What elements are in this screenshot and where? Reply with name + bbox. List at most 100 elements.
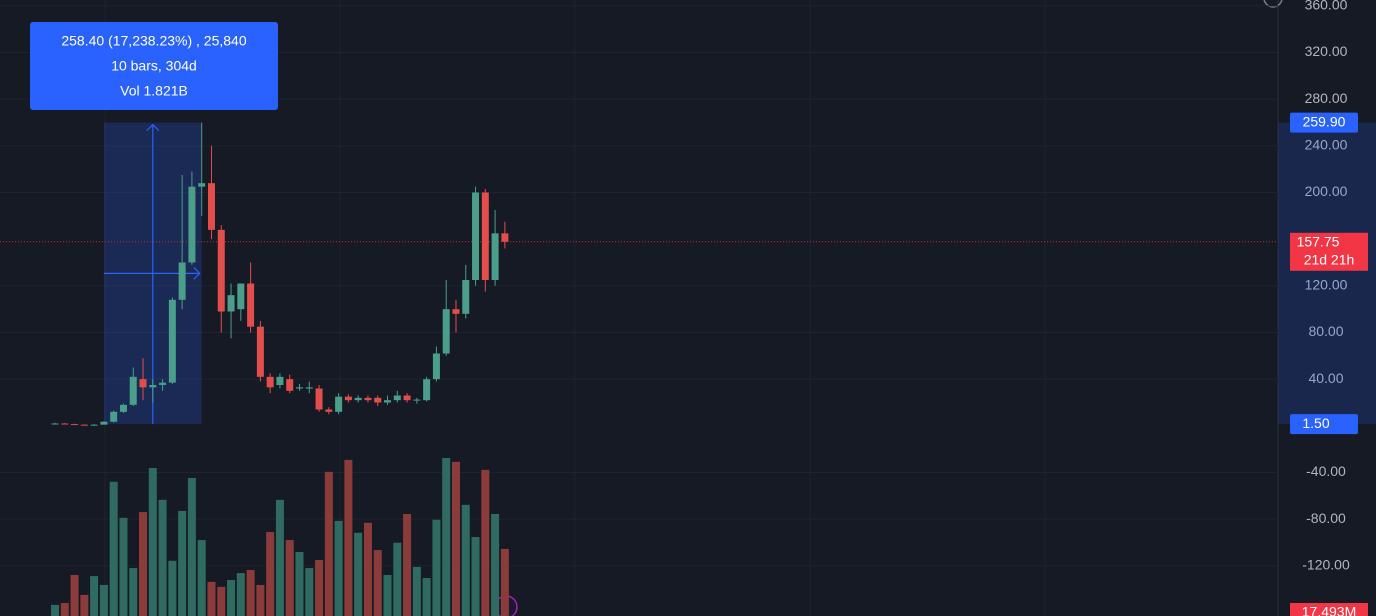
volume-bar (246, 569, 255, 616)
last-price-box (1290, 232, 1368, 271)
candle-body (100, 421, 108, 425)
candle-body (188, 186, 196, 263)
volume-bar (178, 510, 187, 616)
countdown-label: 21d 21h (1304, 251, 1355, 267)
measure-tooltip-text: 10 bars, 304d (111, 58, 197, 74)
candle-body (227, 295, 235, 312)
candle-body (374, 397, 382, 403)
candle-body (364, 397, 372, 401)
y-tick-label: 40.00 (1308, 370, 1343, 386)
candle-body (119, 404, 127, 412)
candle-body (423, 379, 431, 401)
candle-body (472, 192, 480, 280)
volume-bar (227, 579, 236, 616)
volume-bar (119, 517, 128, 616)
measure-to-label: 259.90 (1303, 113, 1346, 129)
volume-bar (412, 566, 421, 616)
volume-bar (109, 481, 118, 616)
volume-bar (363, 522, 372, 616)
candle-body (61, 423, 69, 425)
last-volume-box (1290, 603, 1368, 616)
candle-body (139, 379, 147, 388)
y-tick-label: 320.00 (1305, 43, 1348, 59)
candle-body (335, 396, 343, 412)
volume-bar (275, 499, 284, 616)
candle-body (71, 424, 79, 426)
y-tick-label: -120.00 (1302, 557, 1350, 573)
candle-body (247, 283, 255, 327)
volume-bar (373, 550, 382, 616)
candle-body (501, 233, 509, 242)
candle-body (198, 183, 206, 187)
measure-to-label-box (1290, 112, 1358, 133)
candle-body (305, 387, 313, 389)
volume-bar (217, 586, 226, 616)
candle-body (237, 283, 245, 310)
volume-bar (383, 574, 392, 616)
volume-bar (491, 513, 500, 616)
volume-bar (315, 560, 324, 616)
volume-bar (344, 459, 353, 616)
measure-tooltip-text: 258.40 (17,238.23%) , 25,840 (61, 33, 246, 49)
volume-bar (207, 581, 216, 616)
y-tick-label: 80.00 (1308, 323, 1343, 339)
volume-bar (51, 604, 59, 616)
candle-body (325, 409, 333, 412)
volume-bar (80, 594, 89, 616)
candle-body (110, 411, 118, 422)
volume-bar (334, 520, 343, 616)
candle-body (266, 376, 274, 388)
measure-from-label-box (1290, 414, 1358, 435)
volume-bar (451, 461, 460, 616)
volume-bar (139, 512, 148, 616)
candle-body (51, 423, 59, 425)
volume-bar (60, 602, 69, 616)
volume-bar (99, 584, 108, 616)
y-tick-label: 360.00 (1305, 0, 1348, 13)
volume-bar (187, 477, 196, 616)
candle-body (178, 262, 186, 300)
candle-body (276, 376, 284, 385)
volume-bar (129, 568, 138, 616)
candle-body (149, 385, 157, 388)
candle-body (481, 192, 489, 280)
candle-body (159, 382, 167, 385)
volume-bar (481, 469, 490, 616)
volume-bar (500, 548, 509, 616)
y-tick-label: 240.00 (1305, 137, 1348, 153)
candle-body (432, 353, 440, 380)
y-tick-label: -40.00 (1306, 463, 1346, 479)
candle-body (129, 376, 137, 405)
candle-body (442, 309, 450, 354)
volume-bar (393, 542, 402, 616)
volume-bar (266, 532, 275, 616)
candle-body (452, 309, 460, 314)
candle-body (462, 280, 470, 314)
settings-icon[interactable] (1263, 0, 1283, 8)
measure-tooltip (30, 22, 278, 110)
candle-body (315, 388, 323, 410)
volume-bar (148, 467, 157, 616)
candle-body (256, 326, 264, 377)
y-tick-label: 200.00 (1305, 183, 1348, 199)
volume-bar (442, 458, 451, 616)
axis-range-band (1278, 122, 1376, 425)
candle-body (344, 396, 352, 401)
volume-bar (168, 560, 177, 616)
candle-body (296, 387, 303, 389)
measure-tooltip-text: Vol 1.821B (120, 83, 188, 99)
measure-arrowhead (193, 266, 201, 280)
volume-bar (324, 471, 333, 616)
volume-bar (471, 537, 480, 616)
candle-body (168, 299, 176, 383)
candle-body (354, 397, 362, 401)
volume-bar (236, 573, 245, 616)
y-tick-label: 120.00 (1305, 277, 1348, 293)
volume-bar (285, 540, 294, 616)
last-volume-label: 17.493M (1302, 604, 1356, 616)
volume-bar (256, 584, 265, 616)
volume-bar (90, 576, 99, 616)
volume-bar (403, 513, 412, 616)
volume-bar (158, 499, 167, 616)
